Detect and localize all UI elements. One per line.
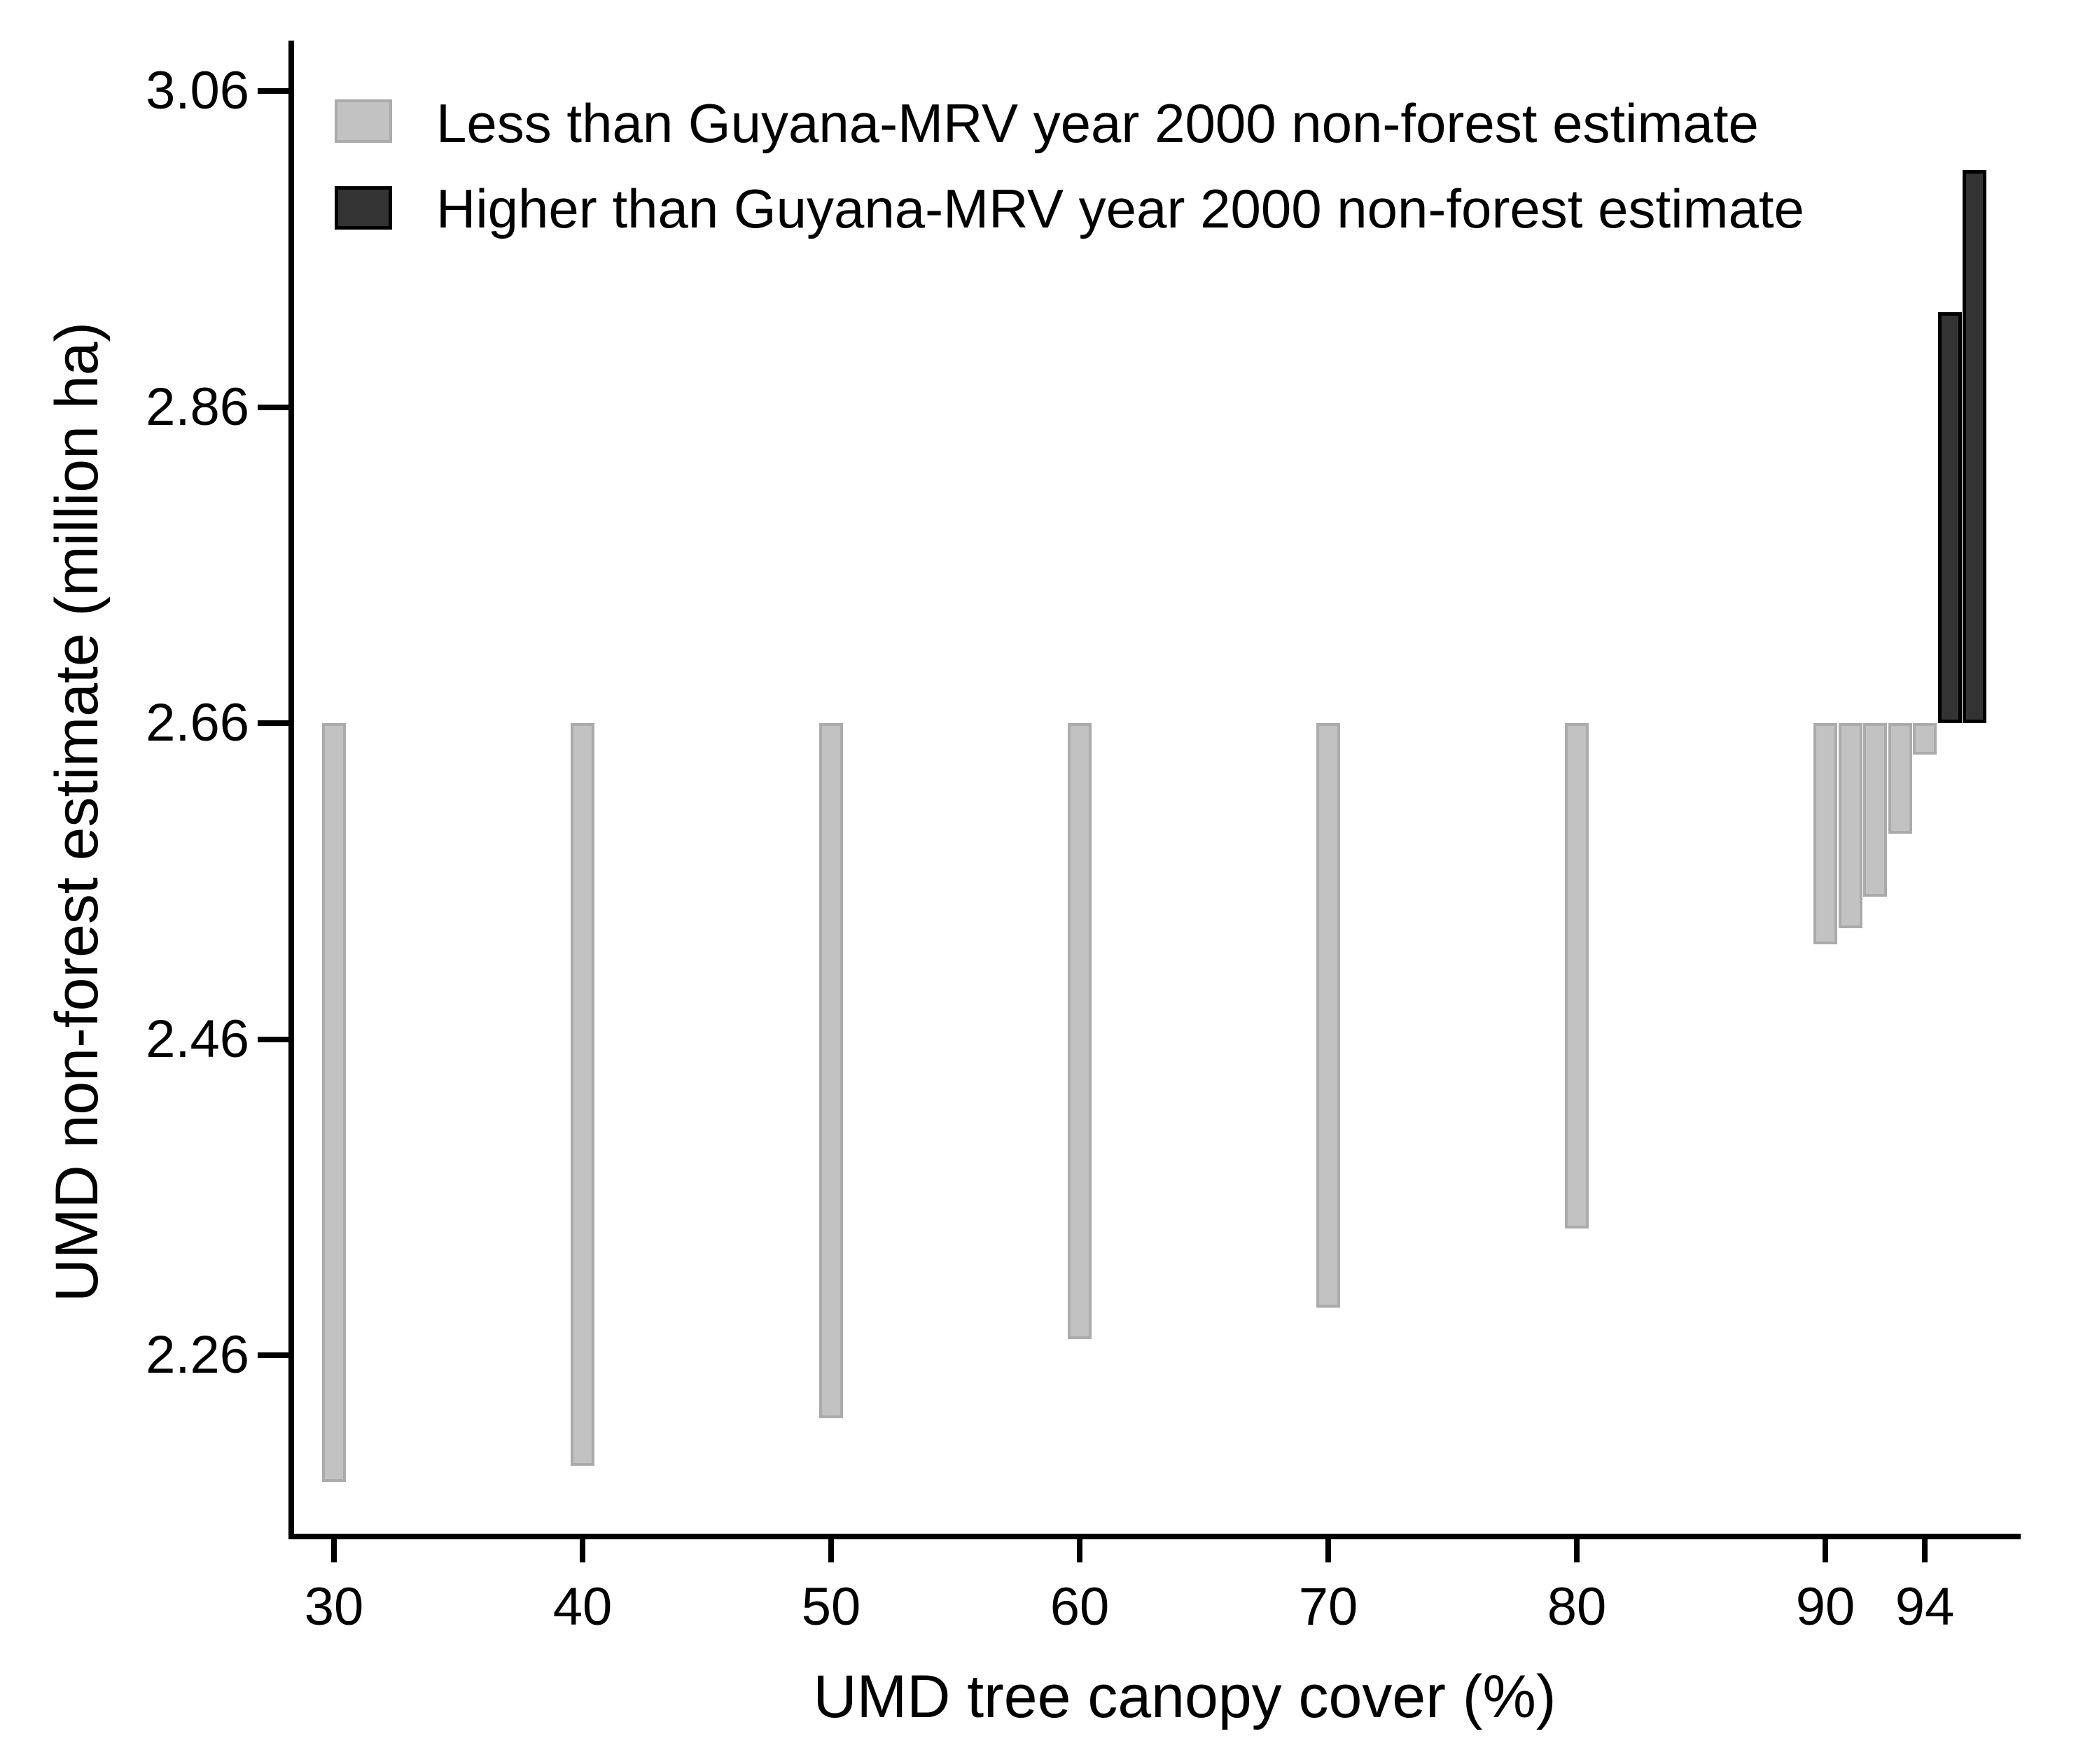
y-tick xyxy=(258,404,288,410)
x-tick-label: 50 xyxy=(801,1577,861,1637)
x-tick xyxy=(1922,1539,1928,1562)
x-tick xyxy=(828,1539,834,1562)
bar-higher-96 xyxy=(1963,169,1986,723)
bar-higher-95 xyxy=(1937,312,1962,723)
bar-less-93 xyxy=(1888,723,1912,834)
x-tick xyxy=(1574,1539,1580,1562)
bar-less-30 xyxy=(322,723,346,1482)
x-tick xyxy=(580,1539,585,1562)
legend-label-higher: Higher than Guyana-MRV year 2000 non-for… xyxy=(436,178,1804,239)
bar-less-80 xyxy=(1565,723,1589,1229)
x-axis-title: UMD tree canopy cover (%) xyxy=(813,1663,1556,1730)
y-tick-label: 3.06 xyxy=(146,61,249,120)
y-tick xyxy=(258,720,288,726)
y-axis-line xyxy=(288,41,294,1539)
y-tick-label: 2.26 xyxy=(146,1325,249,1385)
y-tick xyxy=(258,88,288,94)
x-tick-label: 40 xyxy=(552,1577,613,1637)
y-tick xyxy=(258,1036,288,1042)
x-tick xyxy=(1823,1539,1828,1562)
x-tick-label: 94 xyxy=(1895,1577,1955,1637)
y-tick xyxy=(258,1352,288,1358)
legend-swatch-less xyxy=(335,99,392,143)
x-tick-label: 60 xyxy=(1050,1577,1110,1637)
x-axis-line xyxy=(288,1534,2021,1539)
legend-label-less: Less than Guyana-MRV year 2000 non-fores… xyxy=(436,92,1759,154)
bar-less-94 xyxy=(1913,723,1937,755)
x-tick-label: 90 xyxy=(1795,1577,1855,1637)
x-tick xyxy=(331,1539,337,1562)
x-tick-label: 80 xyxy=(1547,1577,1607,1637)
y-tick-label: 2.46 xyxy=(146,1009,249,1069)
y-tick-label: 2.66 xyxy=(146,693,249,752)
x-tick-label: 70 xyxy=(1298,1577,1358,1637)
x-tick xyxy=(1077,1539,1082,1562)
x-tick-label: 30 xyxy=(304,1577,364,1637)
bar-less-92 xyxy=(1863,723,1887,897)
bar-less-70 xyxy=(1316,723,1340,1308)
bar-less-50 xyxy=(819,723,843,1419)
y-axis-title: UMD non-forest estimate (million ha) xyxy=(43,321,111,1303)
bar-less-91 xyxy=(1838,723,1862,929)
bar-less-90 xyxy=(1813,723,1837,945)
bar-less-40 xyxy=(571,723,594,1466)
y-tick-label: 2.86 xyxy=(146,377,249,437)
legend-swatch-higher xyxy=(335,186,392,230)
bar-less-60 xyxy=(1068,723,1092,1340)
x-tick xyxy=(1325,1539,1331,1562)
